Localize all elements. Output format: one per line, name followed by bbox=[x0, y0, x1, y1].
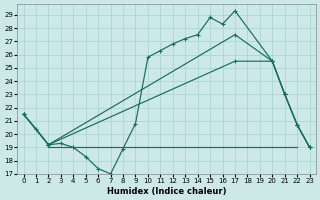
X-axis label: Humidex (Indice chaleur): Humidex (Indice chaleur) bbox=[107, 187, 226, 196]
